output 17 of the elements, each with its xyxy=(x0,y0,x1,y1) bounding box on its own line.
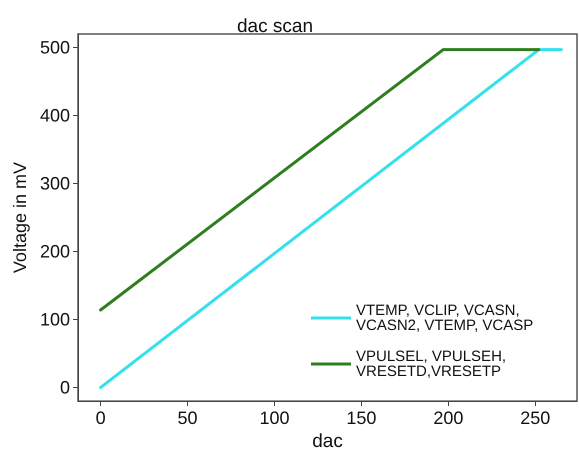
legend-label: VTEMP, VCLIP, VCASN, VCASN2, VTEMP, VCASP xyxy=(356,302,534,334)
x-tick-label: 250 xyxy=(520,408,550,428)
y-tick-label: 200 xyxy=(40,242,70,262)
x-tick-label: 150 xyxy=(346,408,376,428)
x-tick-label: 0 xyxy=(96,408,106,428)
chart-title: dac scan xyxy=(236,16,314,37)
x-tick-label: 50 xyxy=(178,408,198,428)
y-tick-label: 100 xyxy=(40,310,70,330)
y-tick-label: 300 xyxy=(40,174,70,194)
x-axis-title: dac xyxy=(312,431,343,452)
x-tick-label: 100 xyxy=(259,408,290,428)
y-axis-title: Voltage in mV xyxy=(10,162,30,274)
x-tick-label: 200 xyxy=(433,408,464,428)
legend-label: VPULSEL, VPULSEH, VRESETD,VRESETP xyxy=(356,348,510,380)
y-tick-label: 500 xyxy=(40,38,70,58)
y-tick-label: 400 xyxy=(40,106,70,126)
y-tick-label: 0 xyxy=(60,378,70,398)
